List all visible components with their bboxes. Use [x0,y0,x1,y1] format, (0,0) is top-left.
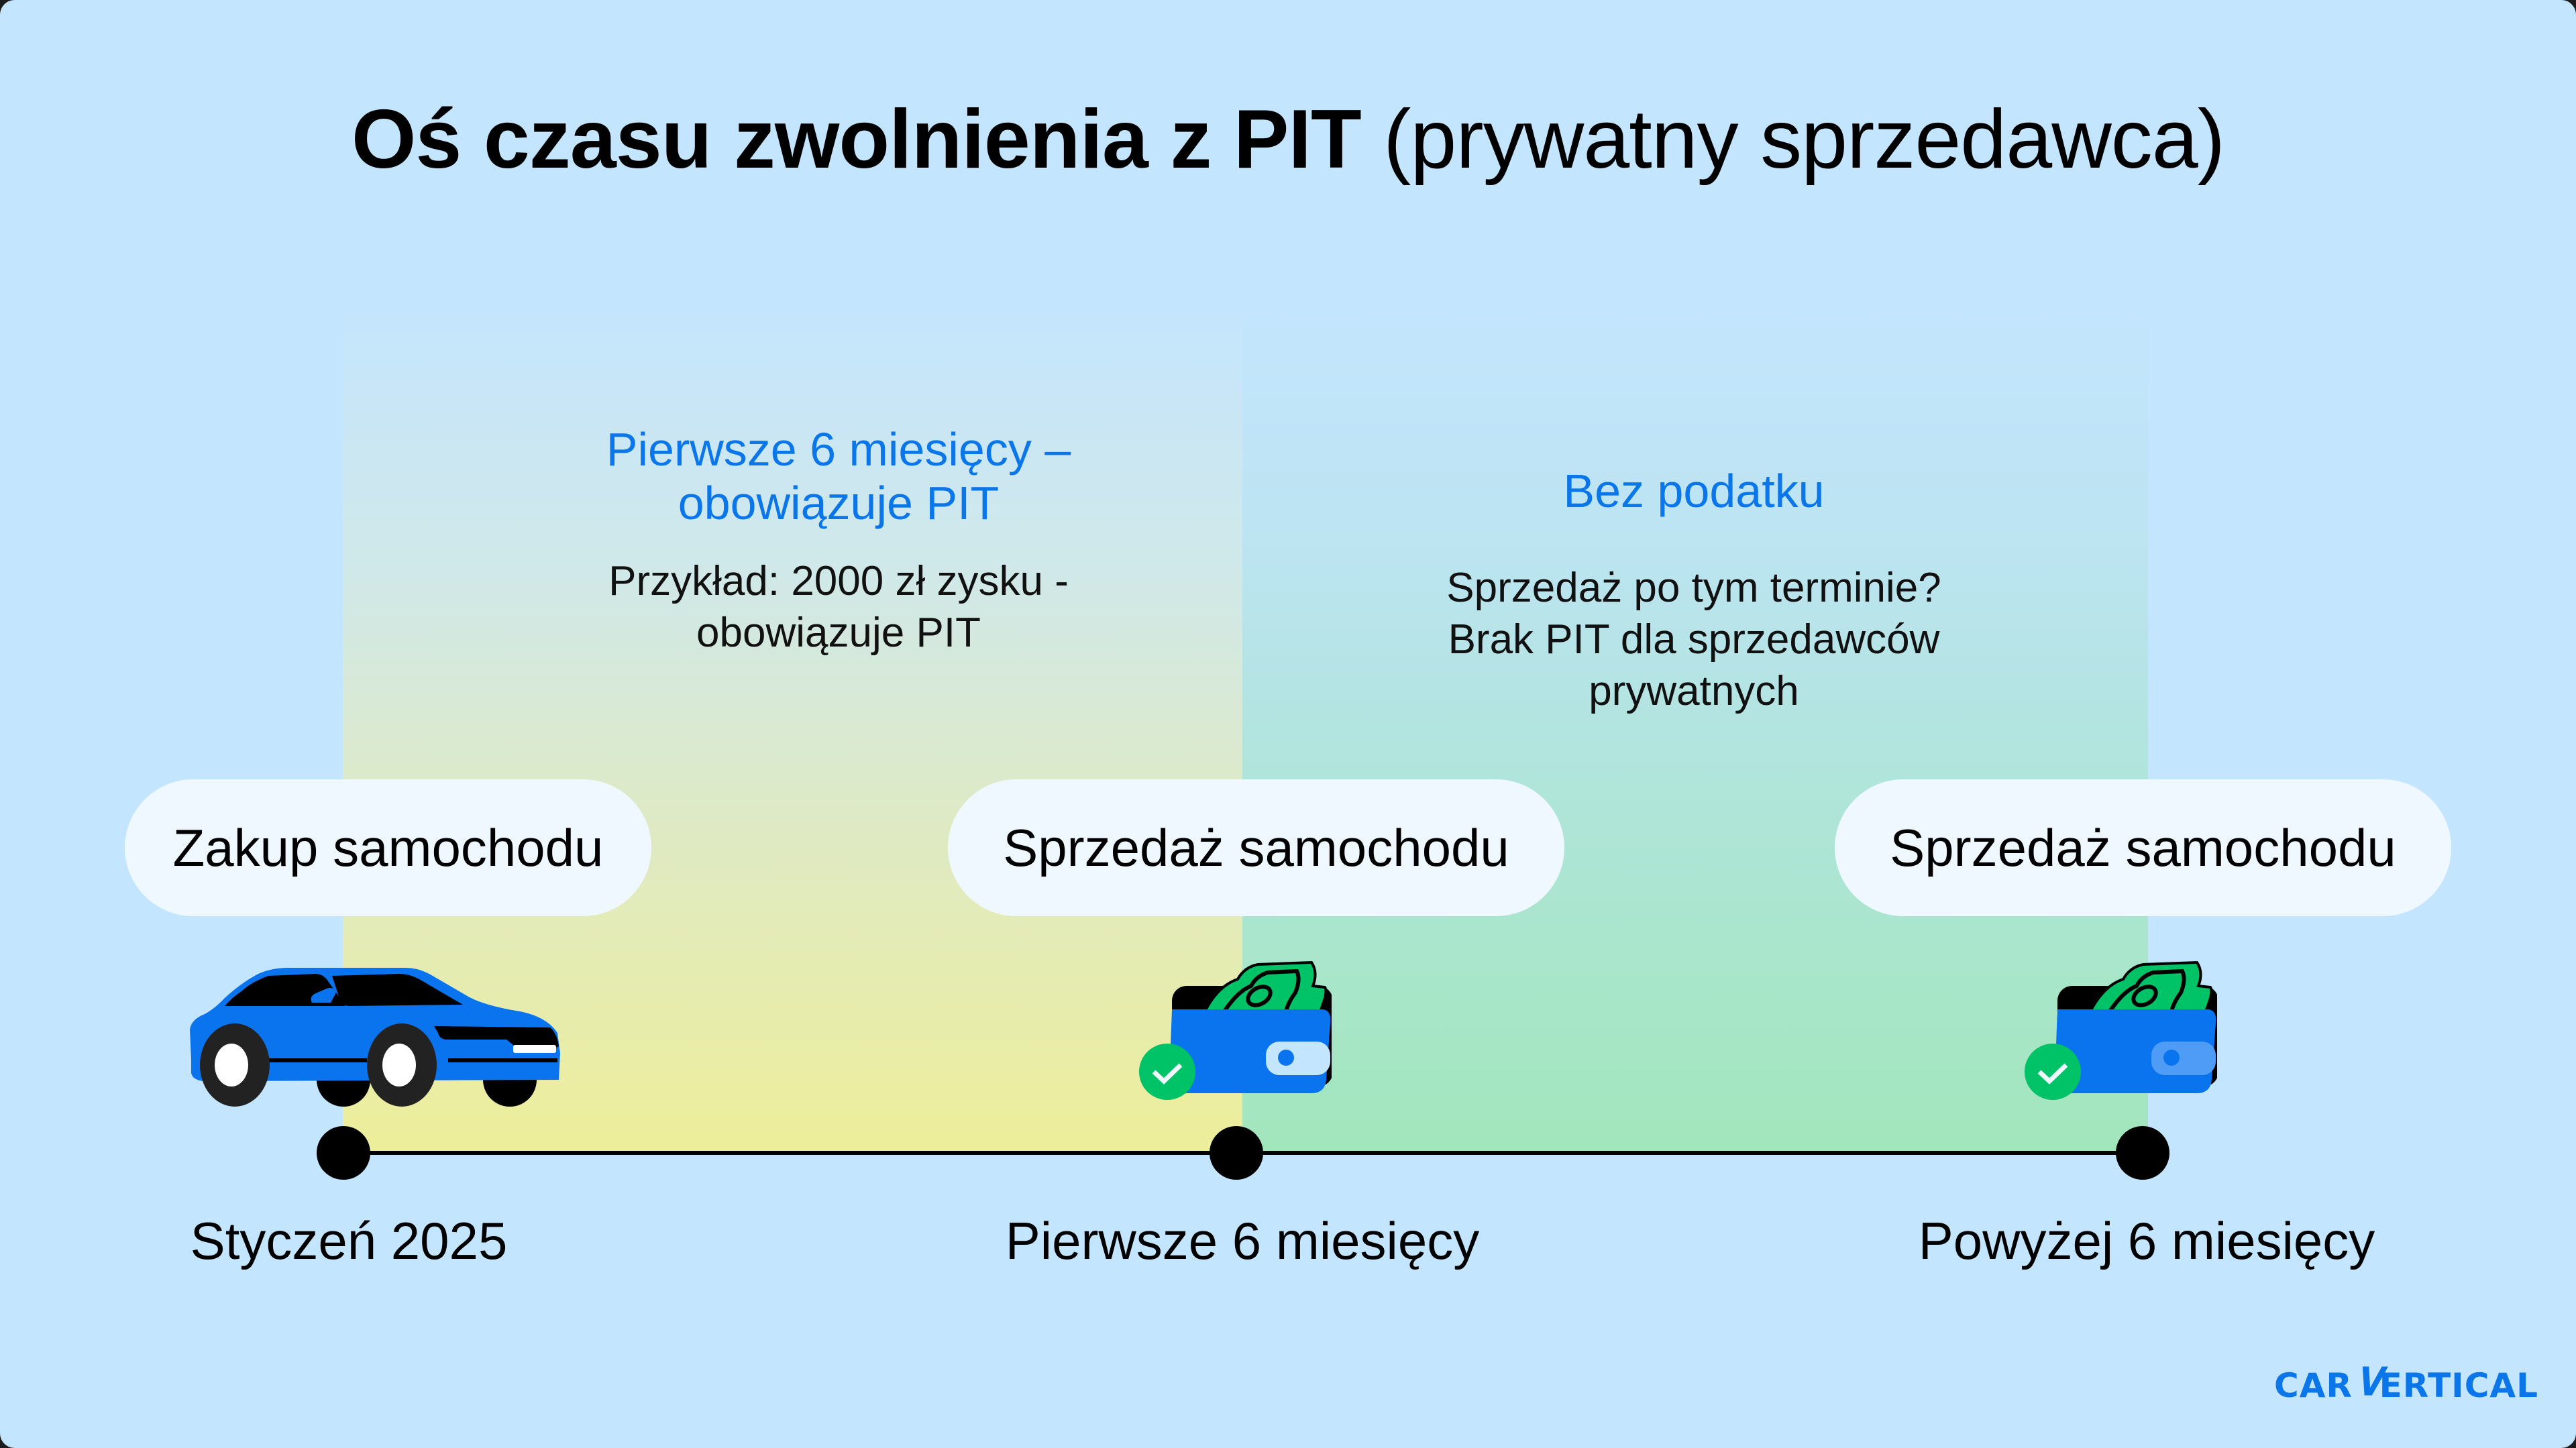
event-label: Sprzedaż samochodu [1890,818,2396,877]
taxable-period-description: Przykład: 2000 zł zysku - obowiązuje PIT [503,555,1174,659]
tax-free-period-heading: Bez podatku [1563,465,1825,517]
event-pill-sale-early: Sprzedaż samochodu [948,779,1564,916]
description-line: prywatnych [1589,668,1799,714]
event-pill-sale-late: Sprzedaż samochodu [1835,779,2451,916]
timeline-label-6-months: Pierwsze 6 miesięcy [1005,1211,1480,1270]
carvertical-logo: CARVERTICAL [2274,1359,2538,1406]
tax-free-period-text: Bez podatku Sprzedaż po tym terminie? Br… [1358,464,2029,717]
description-line: obowiązuje PIT [696,610,981,656]
taxable-period-heading: Pierwsze 6 miesięcy – obowiązuje PIT [503,423,1174,530]
title-bold: Oś czasu zwolnienia z PIT [351,93,1362,186]
description-line: Brak PIT dla sprzedawców [1448,616,1940,663]
wallet-icon [1139,960,1332,1100]
timeline-marker-6-months [1210,1126,1263,1180]
title-regular: (prywatny sprzedawca) [1383,93,2225,186]
event-pill-purchase: Zakup samochodu [125,779,651,916]
description-line: Sprzedaż po tym terminie? [1446,565,1941,611]
car-icon [190,968,560,1107]
tax-free-period-description: Sprzedaż po tym terminie? Brak PIT dla s… [1358,562,2029,717]
logo-text: CAR [2274,1366,2353,1405]
page-title: Oś czasu zwolnienia z PIT (prywatny sprz… [0,93,2576,186]
tax-free-period-band [1242,302,2148,1153]
wallet-icon [2025,960,2217,1100]
event-label: Zakup samochodu [172,818,604,877]
timeline-marker-start [317,1126,370,1180]
timeline-label-start: Styczeń 2025 [190,1211,508,1270]
logo-text: ERTICAL [2379,1366,2538,1405]
heading-line: Pierwsze 6 miesięcy – [606,423,1071,476]
taxable-period-text: Pierwsze 6 miesięcy – obowiązuje PIT Prz… [503,423,1174,659]
heading-line: obowiązuje PIT [678,477,1000,529]
event-label: Sprzedaż samochodu [1003,818,1509,877]
timeline-marker-after-6-months [2116,1126,2169,1180]
timeline-label-after-6-months: Powyżej 6 miesięcy [1918,1211,2375,1270]
description-line: Przykład: 2000 zł zysku - [608,558,1069,604]
